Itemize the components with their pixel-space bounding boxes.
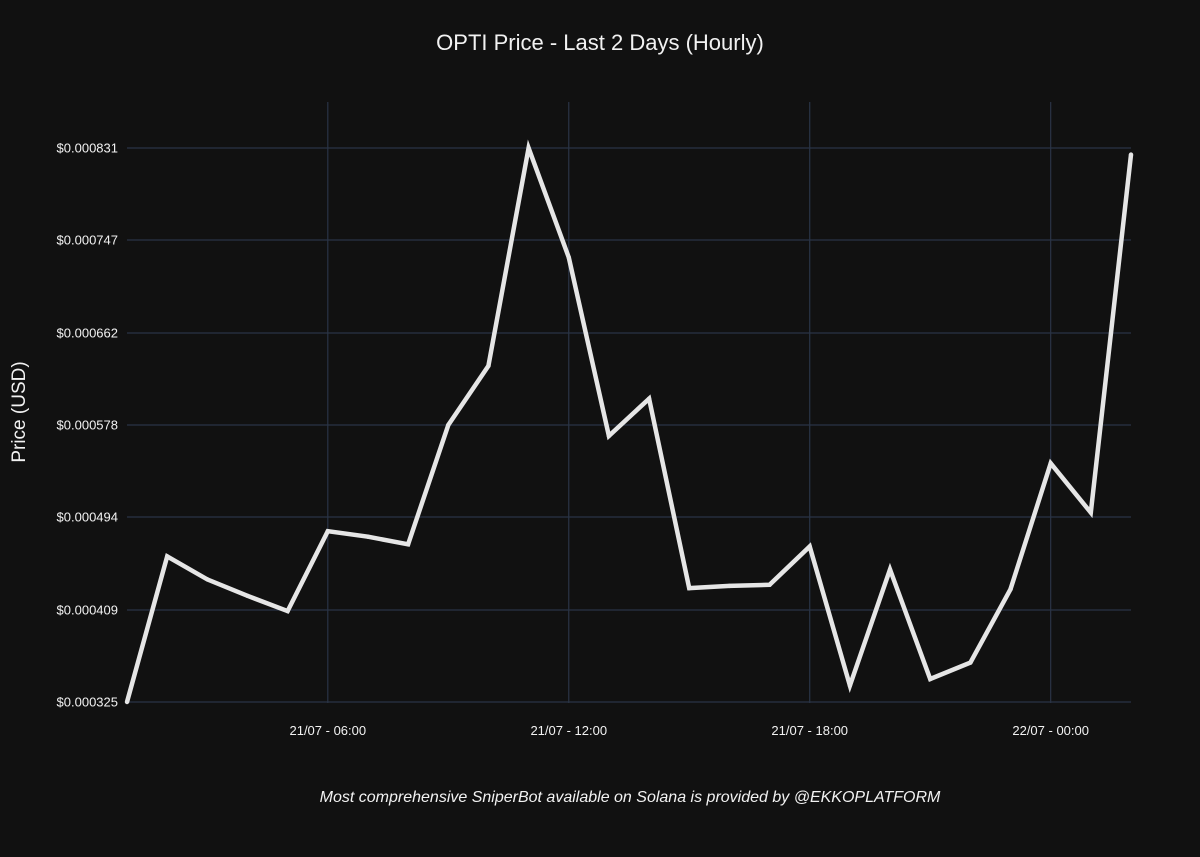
data-point xyxy=(1088,510,1094,515)
data-point xyxy=(245,593,250,598)
price-line xyxy=(124,139,1134,703)
data-point xyxy=(687,585,692,591)
data-point xyxy=(566,255,571,260)
x-tick-label: 21/07 - 18:00 xyxy=(771,723,848,738)
grid-lines xyxy=(127,102,1131,703)
data-point xyxy=(365,534,371,539)
data-point xyxy=(1008,587,1013,592)
data-point xyxy=(205,577,210,582)
x-tick-label: 22/07 - 00:00 xyxy=(1012,723,1089,738)
data-point xyxy=(446,422,451,428)
data-point xyxy=(486,363,491,369)
y-tick-label: $0.000578 xyxy=(57,418,118,433)
data-point xyxy=(847,683,853,688)
data-point xyxy=(727,583,732,589)
data-point xyxy=(405,542,411,547)
y-tick-label: $0.000831 xyxy=(57,141,118,156)
data-point xyxy=(124,699,130,705)
chart-title: OPTI Price - Last 2 Days (Hourly) xyxy=(436,30,764,55)
data-point xyxy=(325,529,330,534)
price-series xyxy=(124,139,1134,705)
data-point xyxy=(164,554,170,559)
x-tick-label: 21/07 - 12:00 xyxy=(530,723,607,738)
data-point xyxy=(646,396,652,401)
data-point xyxy=(887,567,893,572)
y-tick-label: $0.000409 xyxy=(57,603,118,618)
data-point xyxy=(928,676,933,682)
footer-note: Most comprehensive SniperBot available o… xyxy=(319,789,941,806)
data-point xyxy=(807,544,812,549)
data-point xyxy=(606,433,612,439)
y-tick-label: $0.000325 xyxy=(57,695,118,710)
y-tick-label: $0.000747 xyxy=(57,232,118,247)
data-point xyxy=(526,145,531,151)
data-point xyxy=(1048,461,1053,466)
x-axis-ticks: 21/07 - 06:00 21/07 - 12:00 21/07 - 18:00 2… xyxy=(289,723,1089,738)
y-axis-ticks: $0.000325 $0.000409 $0.000494 $0.000578 $0.0… xyxy=(57,141,118,710)
data-point xyxy=(285,608,290,614)
y-tick-label: $0.000494 xyxy=(57,509,118,524)
y-tick-label: $0.000662 xyxy=(57,326,118,341)
data-point xyxy=(968,660,973,665)
x-tick-label: 21/07 - 06:00 xyxy=(289,723,366,738)
data-point xyxy=(1128,152,1134,157)
data-point xyxy=(767,582,772,588)
